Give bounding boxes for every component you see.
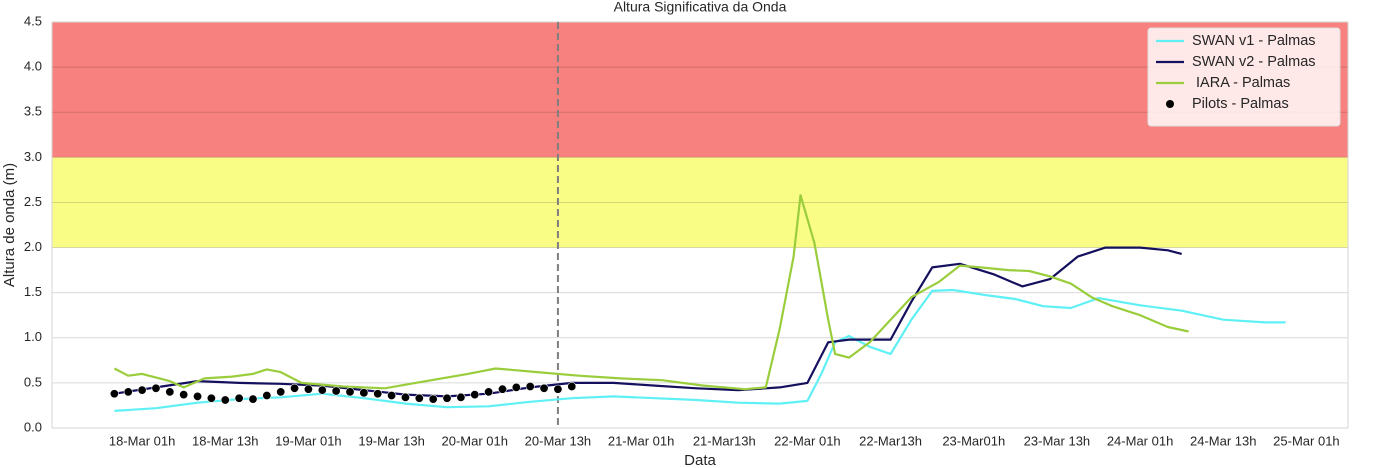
data-point [345, 387, 355, 397]
data-point [400, 392, 410, 402]
data-point [456, 392, 466, 402]
x-tick-label: 23-Mar 13h [1024, 433, 1090, 448]
legend-marker [1166, 100, 1174, 108]
x-tick-label: 18-Mar 13h [192, 433, 258, 448]
x-tick-label: 19-Mar 13h [358, 433, 424, 448]
data-point [151, 383, 161, 393]
data-point [276, 387, 286, 397]
y-axis-label: Altura de onda (m) [1, 163, 18, 287]
x-tick-label: 24-Mar 13h [1190, 433, 1256, 448]
data-point [234, 393, 244, 403]
series-line [113, 194, 1189, 391]
data-point [290, 383, 300, 393]
legend-box [1147, 27, 1341, 127]
y-tick-label: 4.0 [24, 59, 42, 74]
legend-label: SWAN v2 - Palmas [1192, 54, 1316, 70]
data-point [539, 383, 549, 393]
data-point [303, 384, 313, 394]
data-point [206, 393, 216, 403]
x-tick-label: 21-Mar 01h [608, 433, 674, 448]
x-tick-label: 21-Mar13h [693, 433, 756, 448]
data-point [567, 381, 577, 391]
y-tick-label: 0.0 [24, 419, 42, 434]
x-axis-label: Data [684, 452, 716, 468]
x-tick-label: 25-Mar 01h [1273, 433, 1339, 448]
data-point [470, 390, 480, 400]
data-point [123, 387, 133, 397]
data-point [484, 387, 494, 397]
data-point [497, 384, 507, 394]
y-tick-label: 1.0 [24, 329, 42, 344]
data-point [137, 385, 147, 395]
x-tick-label: 20-Mar 01h [442, 433, 508, 448]
x-tick-label: 20-Mar 13h [525, 433, 591, 448]
plot-frame [51, 21, 1349, 429]
x-tick-label: 22-Mar 01h [774, 433, 840, 448]
data-point [220, 395, 230, 405]
data-point [359, 388, 369, 398]
data-point [165, 387, 175, 397]
data-point [262, 391, 272, 401]
data-point [373, 389, 383, 399]
data-point [442, 393, 452, 403]
x-tick-label: 19-Mar 01h [275, 433, 341, 448]
alert-band [52, 22, 1348, 158]
data-point [248, 394, 258, 404]
data-point [511, 382, 521, 392]
data-point [179, 390, 189, 400]
data-point [428, 394, 438, 404]
y-tick-label: 4.5 [24, 13, 42, 28]
legend-label: IARA - Palmas [1192, 75, 1290, 91]
legend-label: SWAN v1 - Palmas [1192, 33, 1316, 49]
chart-title: Altura Significativa da Onda [614, 0, 787, 15]
y-tick-label: 3.0 [24, 149, 42, 164]
legend-label: Pilots - Palmas [1192, 96, 1289, 112]
y-tick-label: 1.5 [24, 284, 42, 299]
data-point [525, 381, 535, 391]
alert-band [52, 157, 1348, 248]
data-point [193, 391, 203, 401]
x-tick-label: 24-Mar 01h [1107, 433, 1173, 448]
legend: SWAN v1 - Palmas SWAN v2 - Palmas IARA - … [1147, 27, 1341, 127]
y-tick-label: 2.0 [24, 239, 42, 254]
data-point [109, 389, 119, 399]
y-tick-label: 3.5 [24, 104, 42, 119]
y-tick-label: 0.5 [24, 374, 42, 389]
x-tick-label: 18-Mar 01h [109, 433, 175, 448]
x-tick-label: 22-Mar13h [859, 433, 922, 448]
y-tick-label: 2.5 [24, 194, 42, 209]
data-point [553, 384, 563, 394]
data-point [414, 393, 424, 403]
x-tick-label: 23-Mar01h [942, 433, 1005, 448]
data-point [331, 386, 341, 396]
data-point [317, 385, 327, 395]
data-point [387, 391, 397, 401]
series-line [114, 288, 1286, 412]
